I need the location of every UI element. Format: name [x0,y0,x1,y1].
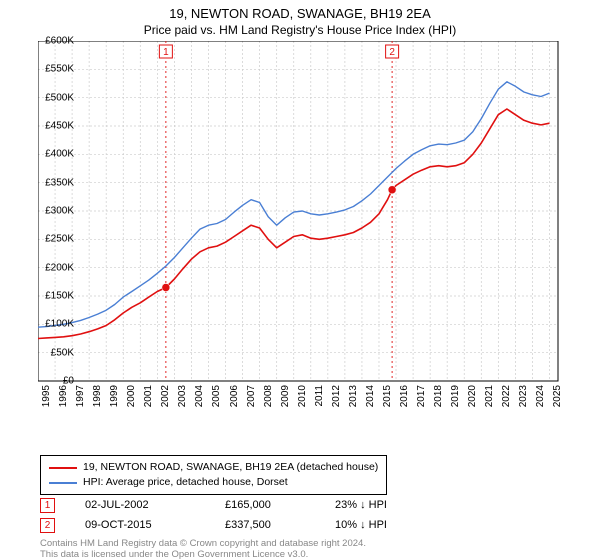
y-axis-label: £100K [45,319,74,330]
x-axis-label: 2021 [484,385,495,407]
legend-label-hpi: HPI: Average price, detached house, Dors… [83,475,288,490]
y-axis-label: £500K [45,92,74,103]
legend-item-price-paid: 19, NEWTON ROAD, SWANAGE, BH19 2EA (deta… [49,460,378,475]
legend-label-price-paid: 19, NEWTON ROAD, SWANAGE, BH19 2EA (deta… [83,460,378,475]
x-axis-label: 2003 [177,385,188,407]
footer-line-1: Contains HM Land Registry data © Crown c… [40,538,366,549]
x-axis-label: 1996 [58,385,69,407]
y-axis-label: £350K [45,177,74,188]
sale-price-2: £337,500 [225,519,305,531]
x-axis-label: 2002 [160,385,171,407]
x-axis-label: 1998 [92,385,103,407]
x-axis-label: 2018 [433,385,444,407]
y-axis-label: £200K [45,262,74,273]
x-axis-label: 1999 [109,385,120,407]
sale-date-1: 02-JUL-2002 [85,499,195,511]
x-axis-label: 2025 [552,385,563,407]
x-axis-label: 2010 [297,385,308,407]
x-axis-label: 2009 [280,385,291,407]
x-axis-label: 2019 [450,385,461,407]
chart-plot-area: 12 £0£50K£100K£150K£200K£250K£300K£350K£… [38,41,598,411]
footer-line-2: This data is licensed under the Open Gov… [40,549,366,560]
sale-pct-2: 10% ↓ HPI [335,519,435,531]
x-axis-label: 2004 [194,385,205,407]
x-axis-label: 2001 [143,385,154,407]
y-axis-label: £400K [45,149,74,160]
sale-marker-2: 2 [40,518,55,533]
x-axis-label: 2000 [126,385,137,407]
x-axis-label: 2024 [535,385,546,407]
y-axis-label: £50K [51,347,74,358]
x-axis-label: 2016 [399,385,410,407]
x-axis-label: 2012 [331,385,342,407]
sale-price-1: £165,000 [225,499,305,511]
y-axis-label: £300K [45,206,74,217]
x-axis-label: 1995 [41,385,52,407]
svg-text:2: 2 [389,47,395,58]
chart-container: 19, NEWTON ROAD, SWANAGE, BH19 2EA Price… [0,0,600,560]
x-axis-label: 2005 [211,385,222,407]
x-axis-label: 1997 [75,385,86,407]
svg-text:1: 1 [163,47,169,58]
legend-swatch-price-paid [49,467,77,469]
chart-svg: 12 [38,41,598,411]
x-axis-label: 2014 [365,385,376,407]
chart-title-address: 19, NEWTON ROAD, SWANAGE, BH19 2EA [0,0,600,21]
sale-row-2: 2 09-OCT-2015 £337,500 10% ↓ HPI [40,515,435,535]
sale-marker-1: 1 [40,498,55,513]
x-axis-label: 2017 [416,385,427,407]
y-axis-label: £250K [45,234,74,245]
x-axis-label: 2020 [467,385,478,407]
sale-row-1: 1 02-JUL-2002 £165,000 23% ↓ HPI [40,495,435,515]
y-axis-label: £450K [45,121,74,132]
x-axis-label: 2015 [382,385,393,407]
legend-box: 19, NEWTON ROAD, SWANAGE, BH19 2EA (deta… [40,455,387,495]
sale-markers-table: 1 02-JUL-2002 £165,000 23% ↓ HPI 2 09-OC… [40,495,435,535]
x-axis-label: 2011 [314,385,325,407]
y-axis-label: £150K [45,291,74,302]
legend-item-hpi: HPI: Average price, detached house, Dors… [49,475,378,490]
y-axis-label: £600K [45,36,74,47]
x-axis-label: 2007 [246,385,257,407]
sale-pct-1: 23% ↓ HPI [335,499,435,511]
chart-subtitle: Price paid vs. HM Land Registry's House … [0,21,600,41]
x-axis-label: 2022 [501,385,512,407]
x-axis-label: 2008 [263,385,274,407]
x-axis-label: 2013 [348,385,359,407]
y-axis-label: £550K [45,64,74,75]
legend-swatch-hpi [49,482,77,484]
footer-attribution: Contains HM Land Registry data © Crown c… [40,538,366,560]
x-axis-label: 2006 [229,385,240,407]
x-axis-label: 2023 [518,385,529,407]
sale-date-2: 09-OCT-2015 [85,519,195,531]
